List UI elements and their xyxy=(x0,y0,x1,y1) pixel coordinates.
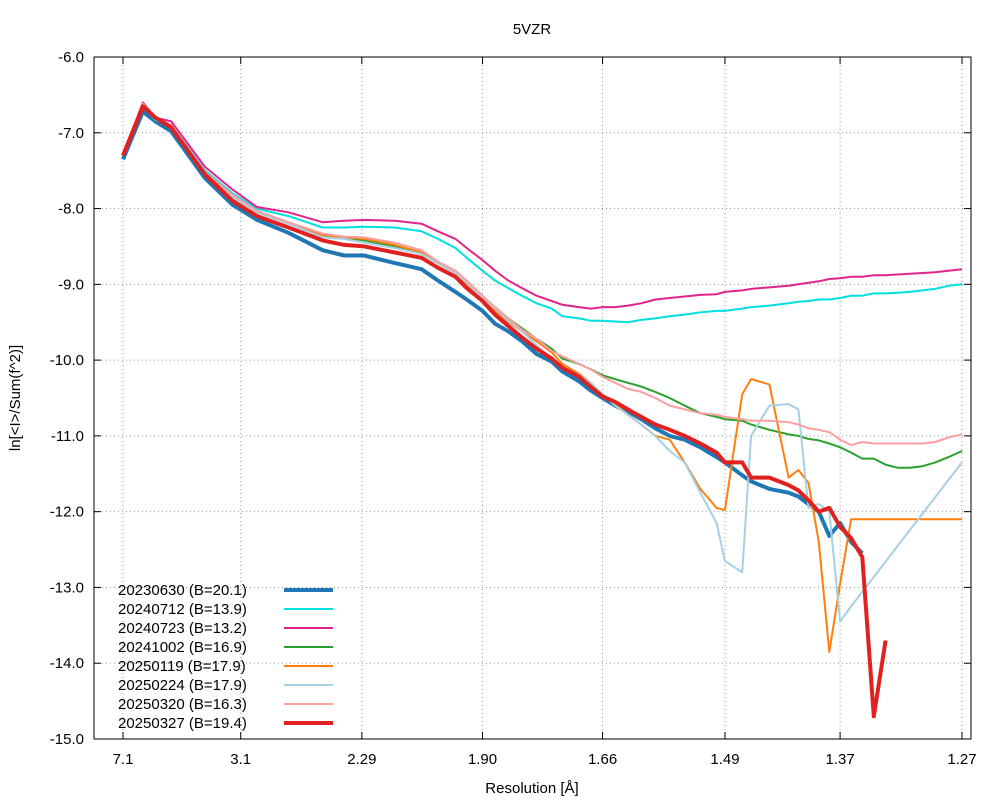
series-line xyxy=(122,103,963,469)
x-tick-label: 1.66 xyxy=(588,751,617,768)
series-line xyxy=(122,101,963,310)
x-tick-label: 3.1 xyxy=(230,751,251,768)
x-tick-label: 7.1 xyxy=(113,751,134,768)
legend-entry-label: 20230630 (B=20.1) xyxy=(118,582,247,599)
chart-title: 5VZR xyxy=(513,21,552,38)
y-tick-label: -13.0 xyxy=(50,579,84,596)
series-line xyxy=(122,103,962,653)
x-tick-label: 2.29 xyxy=(347,751,376,768)
x-tick-label: 1.49 xyxy=(710,751,739,768)
legend-entry-label: 20240712 (B=13.9) xyxy=(118,601,247,618)
legend-entry-label: 20250224 (B=17.9) xyxy=(118,677,247,694)
y-tick-label: -12.0 xyxy=(50,504,84,521)
x-axis-label: Resolution [Å] xyxy=(485,780,578,797)
series-line xyxy=(122,103,963,623)
x-tick-label: 1.37 xyxy=(825,751,854,768)
plot-frame xyxy=(93,56,972,740)
x-tick-label: 1.90 xyxy=(468,751,497,768)
y-tick-label: -11.0 xyxy=(51,428,84,445)
legend-entry-label: 20250119 (B=17.9) xyxy=(118,658,246,675)
y-tick-label: -10.0 xyxy=(50,352,84,369)
y-tick-label: -14.0 xyxy=(50,655,84,672)
grid xyxy=(94,56,971,740)
y-tick-label: -8.0 xyxy=(58,201,84,218)
series-line xyxy=(122,103,963,446)
axis-ticks: 7.1 3.1 2.29 1.90 1.66 1.49 1.37 1.27 -6.0 -7.0 -8… xyxy=(50,49,977,768)
legend-entry-label: 20250320 (B=16.3) xyxy=(118,696,247,713)
series-line xyxy=(122,105,963,324)
y-tick-label: -7.0 xyxy=(58,125,84,142)
legend-entry-label: 20250327 (B=19.4) xyxy=(118,715,247,732)
y-tick-label: -9.0 xyxy=(58,276,84,293)
legend-entry-label: 20241002 (B=16.9) xyxy=(118,639,247,656)
series-line xyxy=(121,109,864,555)
y-tick-label: -15.0 xyxy=(50,731,84,748)
y-tick-label: -6.0 xyxy=(58,49,84,66)
y-axis-label: ln[<I>/Sum(f^2)] xyxy=(7,345,24,451)
legend: 20230630 (B=20.1) 20240712 (B=13.9) 202407… xyxy=(118,582,333,732)
x-tick-label: 1.27 xyxy=(947,751,976,768)
series-group xyxy=(121,101,963,719)
legend-entry-label: 20240723 (B=13.2) xyxy=(118,620,247,637)
series-line xyxy=(121,104,888,719)
